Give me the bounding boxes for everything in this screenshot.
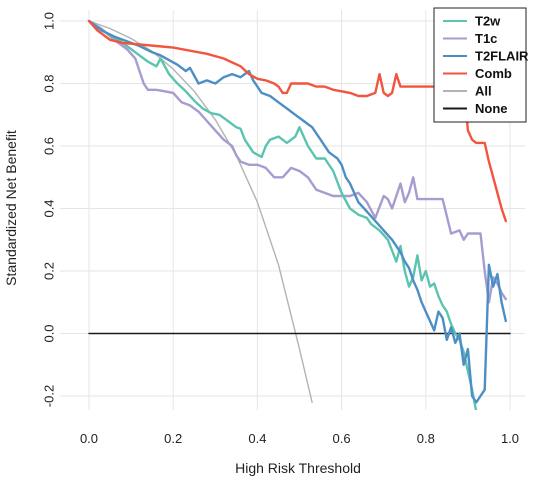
x-tick-label-3: 0.6 <box>333 431 351 446</box>
y-tick-label-3: 0.4 <box>41 199 56 217</box>
y-tick-label-4: 0.6 <box>41 137 56 155</box>
series-lines <box>87 19 511 410</box>
x-tick-label-5: 1.0 <box>501 431 519 446</box>
y-axis-label: Standardized Net Benefit <box>3 130 19 286</box>
series-line-all <box>88 20 313 403</box>
y-tick-label-2: 0.2 <box>41 262 56 280</box>
x-tick-label-0: 0.0 <box>80 431 98 446</box>
series-line-t2flair <box>87 19 507 404</box>
legend-label-t2w: T2w <box>475 14 501 29</box>
x-tick-label-2: 0.4 <box>248 431 266 446</box>
legend-label-none: None <box>475 101 508 116</box>
x-tick-label-1: 0.2 <box>164 431 182 446</box>
series-line-t1c <box>87 19 507 304</box>
y-tick-label-0: -0.2 <box>41 385 56 407</box>
y-tick-label-1: 0.0 <box>41 324 56 342</box>
series-line-t2w <box>87 19 478 410</box>
y-tick-label-6: 1.0 <box>41 12 56 30</box>
legend-label-t2flair: T2FLAIR <box>475 49 529 64</box>
x-axis-label: High Risk Threshold <box>235 460 361 476</box>
legend-box <box>433 7 527 123</box>
tick-labels: 0.0 0.2 0.4 0.6 0.8 1.0 -0.2 0.0 0.2 0.4 0.6 0.8 1.0 <box>41 12 519 446</box>
legend-label-comb: Comb <box>475 66 512 81</box>
legend-label-t1c: T1c <box>475 31 497 46</box>
legend: T2w T1c T2FLAIR Comb All None <box>433 7 529 123</box>
series-line-comb <box>87 19 507 223</box>
x-tick-label-4: 0.8 <box>417 431 435 446</box>
legend-label-all: All <box>475 84 492 99</box>
y-tick-label-5: 0.8 <box>41 74 56 92</box>
